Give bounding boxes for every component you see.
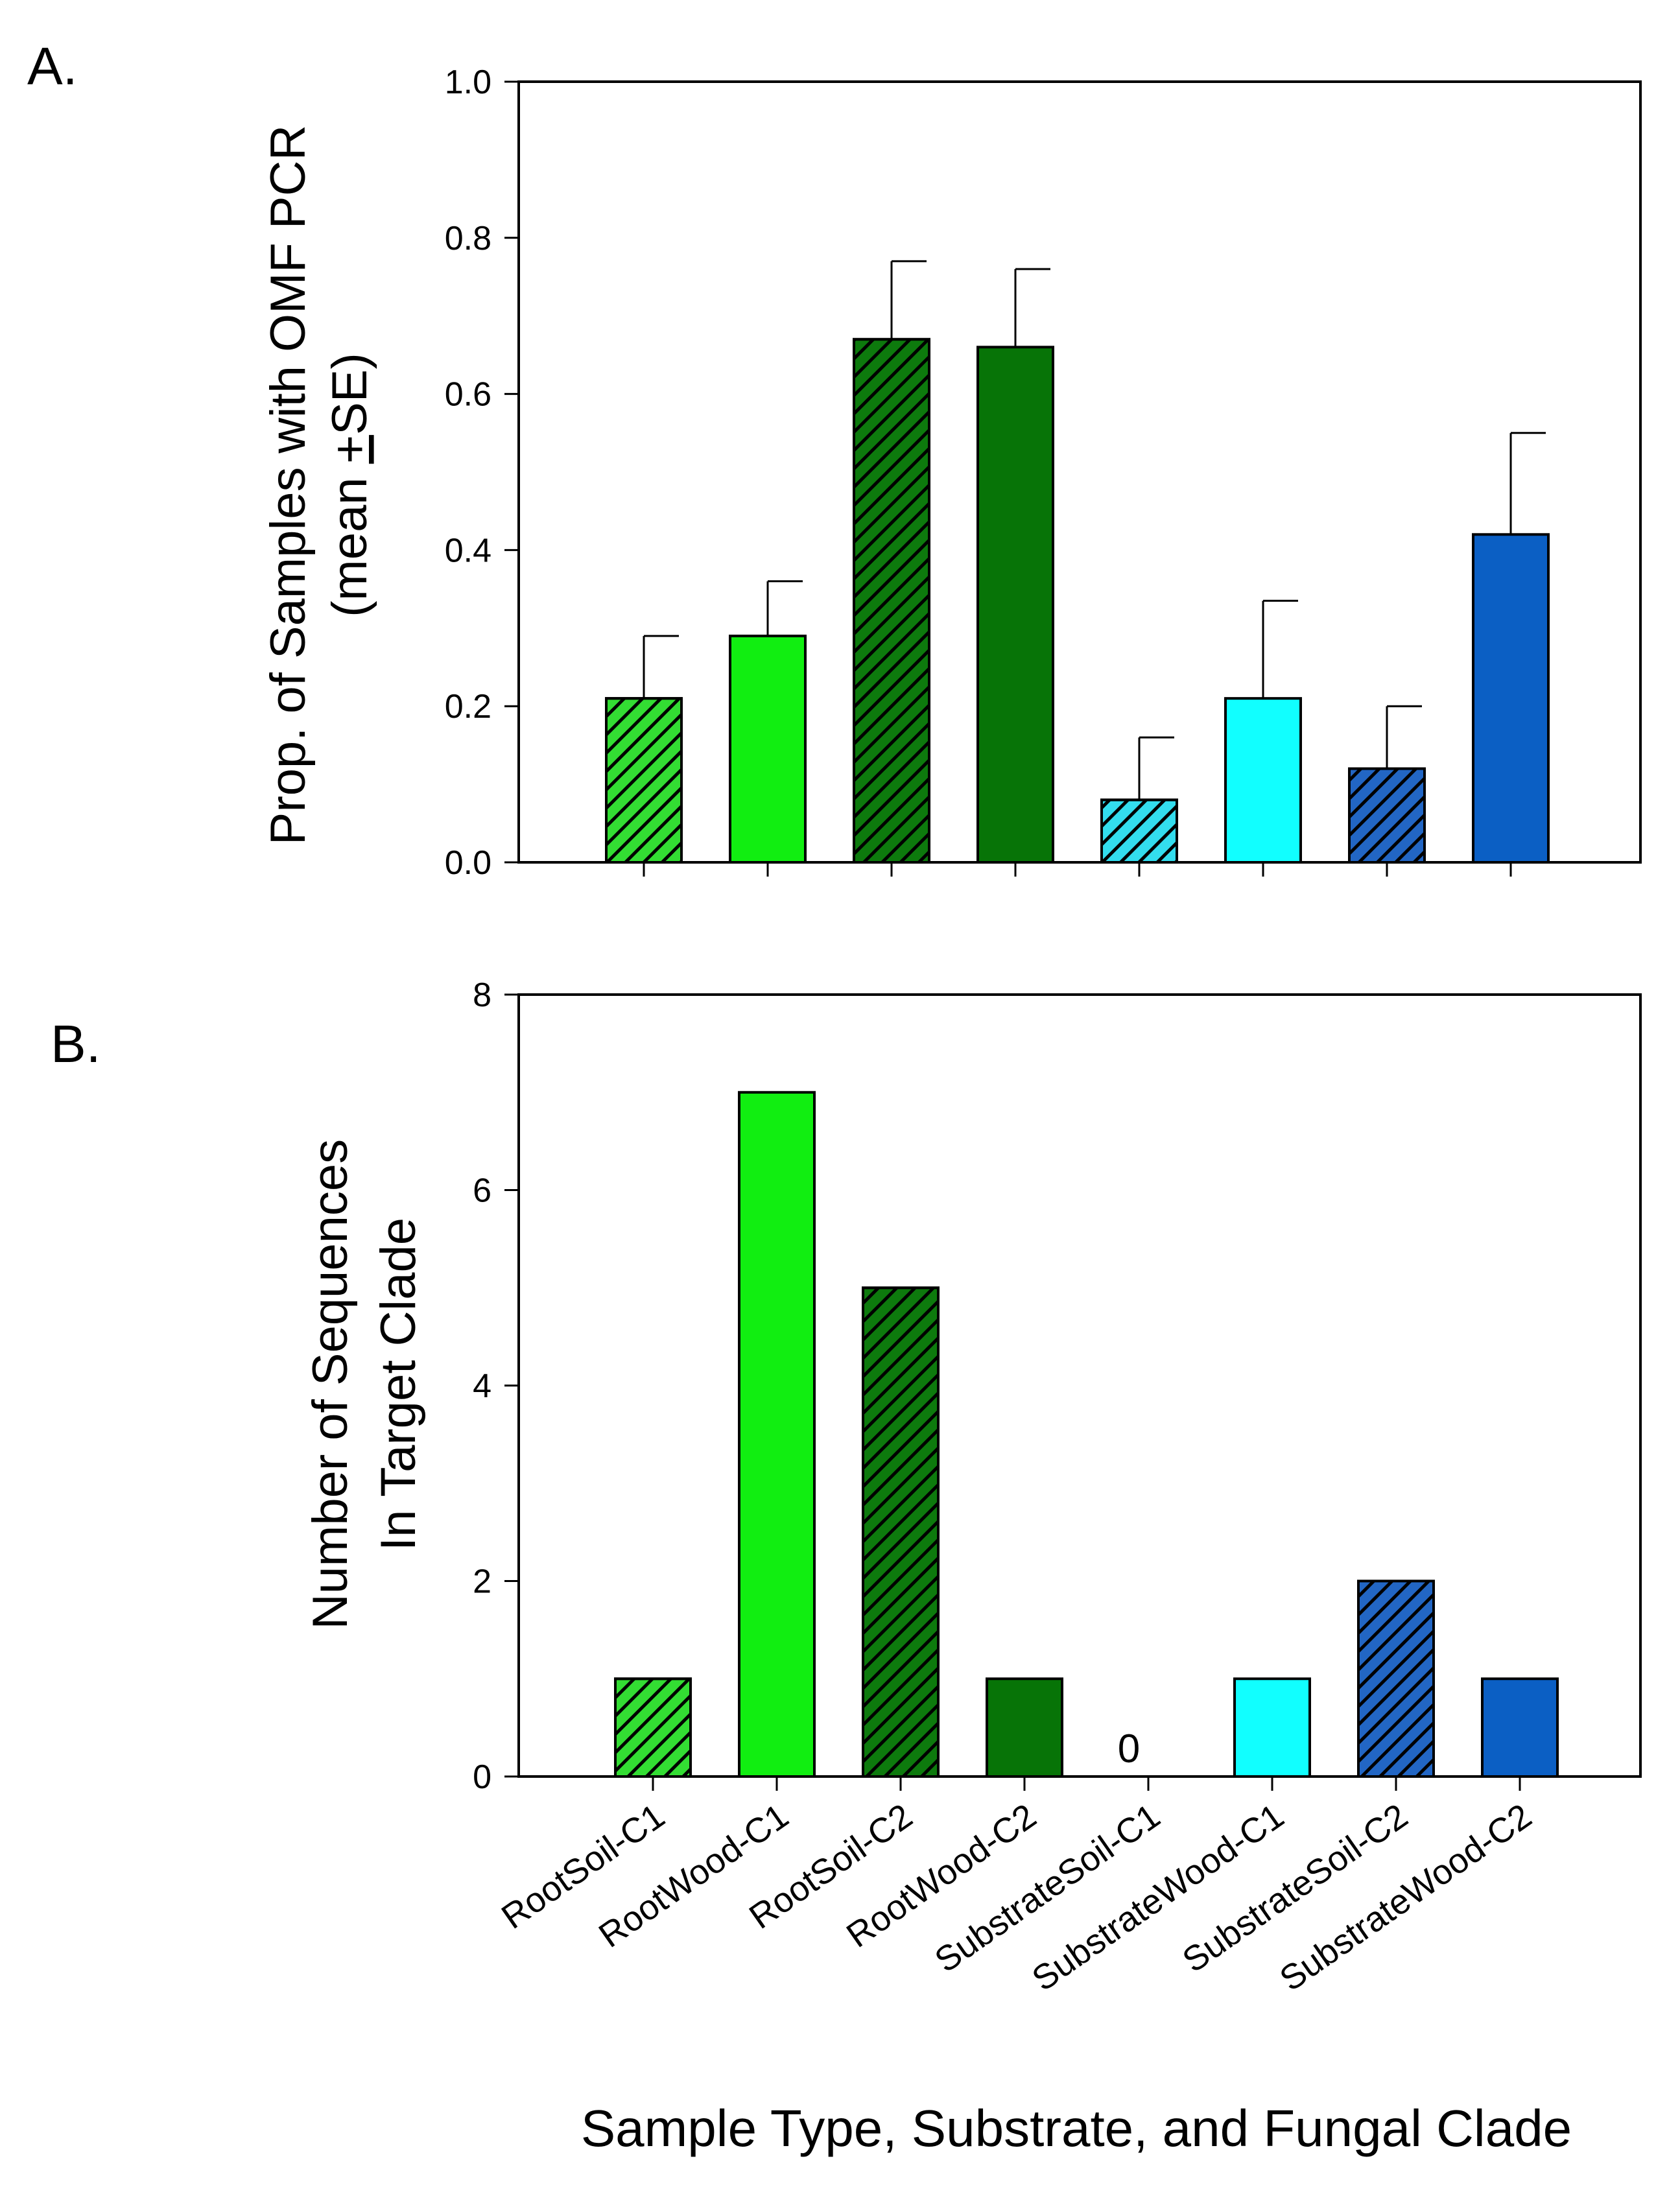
panel-a-bar-rootwood-c1 xyxy=(729,634,807,864)
panel-a-error-bar-substratesoil-c2 xyxy=(1386,705,1422,769)
x-axis-label: Sample Type, Substrate, and Fungal Clade xyxy=(581,2099,1572,2157)
panel-b-bar-substratewood-c2 xyxy=(1481,1677,1559,1778)
panel-a: A. 0.0 0.2 0.4 0.6 0.8 1.0 Prop. of Samples w… xyxy=(27,37,1642,882)
panel-a-error-bar-rootwood-c2 xyxy=(1014,268,1050,348)
panel-a-error-bar-rootwood-c1 xyxy=(766,580,803,636)
panel-a-x-ticks xyxy=(643,862,1512,877)
plus-minus-symbol: + xyxy=(322,435,377,464)
panel-b-y-tick-label: 6 xyxy=(473,1172,491,1210)
panel-a-bar-hatching-rootsoil-c1 xyxy=(605,697,683,864)
panel-a-y-axis: 0.0 0.2 0.4 0.6 0.8 1.0 xyxy=(445,64,519,882)
panel-b-y-axis-label-line2: In Target Clade xyxy=(371,1218,426,1551)
panel-a-error-bar-substratewood-c2 xyxy=(1509,432,1546,535)
panel-b-x-ticks xyxy=(652,1777,1521,1791)
panel-a-plot-frame xyxy=(517,80,1642,864)
panel-b-y-axis: 0 2 4 6 8 xyxy=(473,976,519,1796)
panel-a-error-bar-substratesoil-c1 xyxy=(1138,736,1174,800)
panel-a-y-tick-label: 0.0 xyxy=(445,844,491,882)
panel-b-bar-hatching-rootsoil-c1 xyxy=(614,1677,692,1778)
panel-a-error-bar-rootsoil-c2 xyxy=(890,260,927,340)
panel-a-y-tick-label: 0.6 xyxy=(445,376,491,414)
panel-a-bar-substratewood-c2 xyxy=(1472,533,1550,864)
panel-b-zero-annotation: 0 xyxy=(1118,1727,1140,1771)
panel-b-bar-rootwood-c2 xyxy=(986,1677,1063,1778)
panel-a-y-tick-label: 0.4 xyxy=(445,532,491,569)
panel-b-bar-hatching-rootsoil-c2 xyxy=(862,1286,940,1778)
panel-a-bar-hatching-rootsoil-c2 xyxy=(853,338,930,864)
panel-b-y-axis-label-line1: Number of Sequences xyxy=(303,1139,358,1629)
panel-a-y-axis-label-line2: (mean +SE) xyxy=(322,353,377,617)
panel-a-y-axis-label-line1: Prop. of Samples with OMF PCR xyxy=(261,125,316,845)
panel-a-bar-rootwood-c2 xyxy=(976,346,1054,864)
panel-a-y-tick-label: 1.0 xyxy=(445,64,491,101)
panel-b-label: B. xyxy=(51,1015,101,1074)
panel-b-y-tick-label: 2 xyxy=(473,1563,491,1601)
panel-a-label: A. xyxy=(27,37,77,96)
panel-a-bar-hatching-substratesoil-c1 xyxy=(1100,798,1178,864)
panel-b-bar-substratewood-c1 xyxy=(1233,1677,1311,1778)
panel-a-error-bar-rootsoil-c1 xyxy=(643,635,679,699)
panel-b-plot-frame xyxy=(517,993,1642,1778)
panel-b-y-tick-label: 0 xyxy=(473,1758,491,1796)
panel-b-bar-rootwood-c1 xyxy=(738,1091,816,1778)
panel-b-y-tick-label: 4 xyxy=(473,1367,491,1405)
panel-a-bars xyxy=(605,260,1550,864)
panel-b-bars xyxy=(614,1091,1559,1778)
x-category-labels: RootSoil-C1RootWood-C1RootSoil-C2RootWoo… xyxy=(495,1797,1539,1999)
panel-a-error-bar-substratewood-c1 xyxy=(1262,600,1298,699)
panel-b-y-tick-label: 8 xyxy=(473,976,491,1014)
panel-b: B. 0 2 4 6 8 0 Number of Sequences In Target… xyxy=(51,976,1642,1999)
panel-a-y-tick-label: 0.2 xyxy=(445,688,491,726)
panel-b-bar-hatching-substratesoil-c2 xyxy=(1357,1579,1435,1778)
panel-a-y-tick-label: 0.8 xyxy=(445,220,491,257)
panel-a-bar-hatching-substratesoil-c2 xyxy=(1348,767,1426,864)
panel-a-bar-substratewood-c1 xyxy=(1224,697,1302,864)
